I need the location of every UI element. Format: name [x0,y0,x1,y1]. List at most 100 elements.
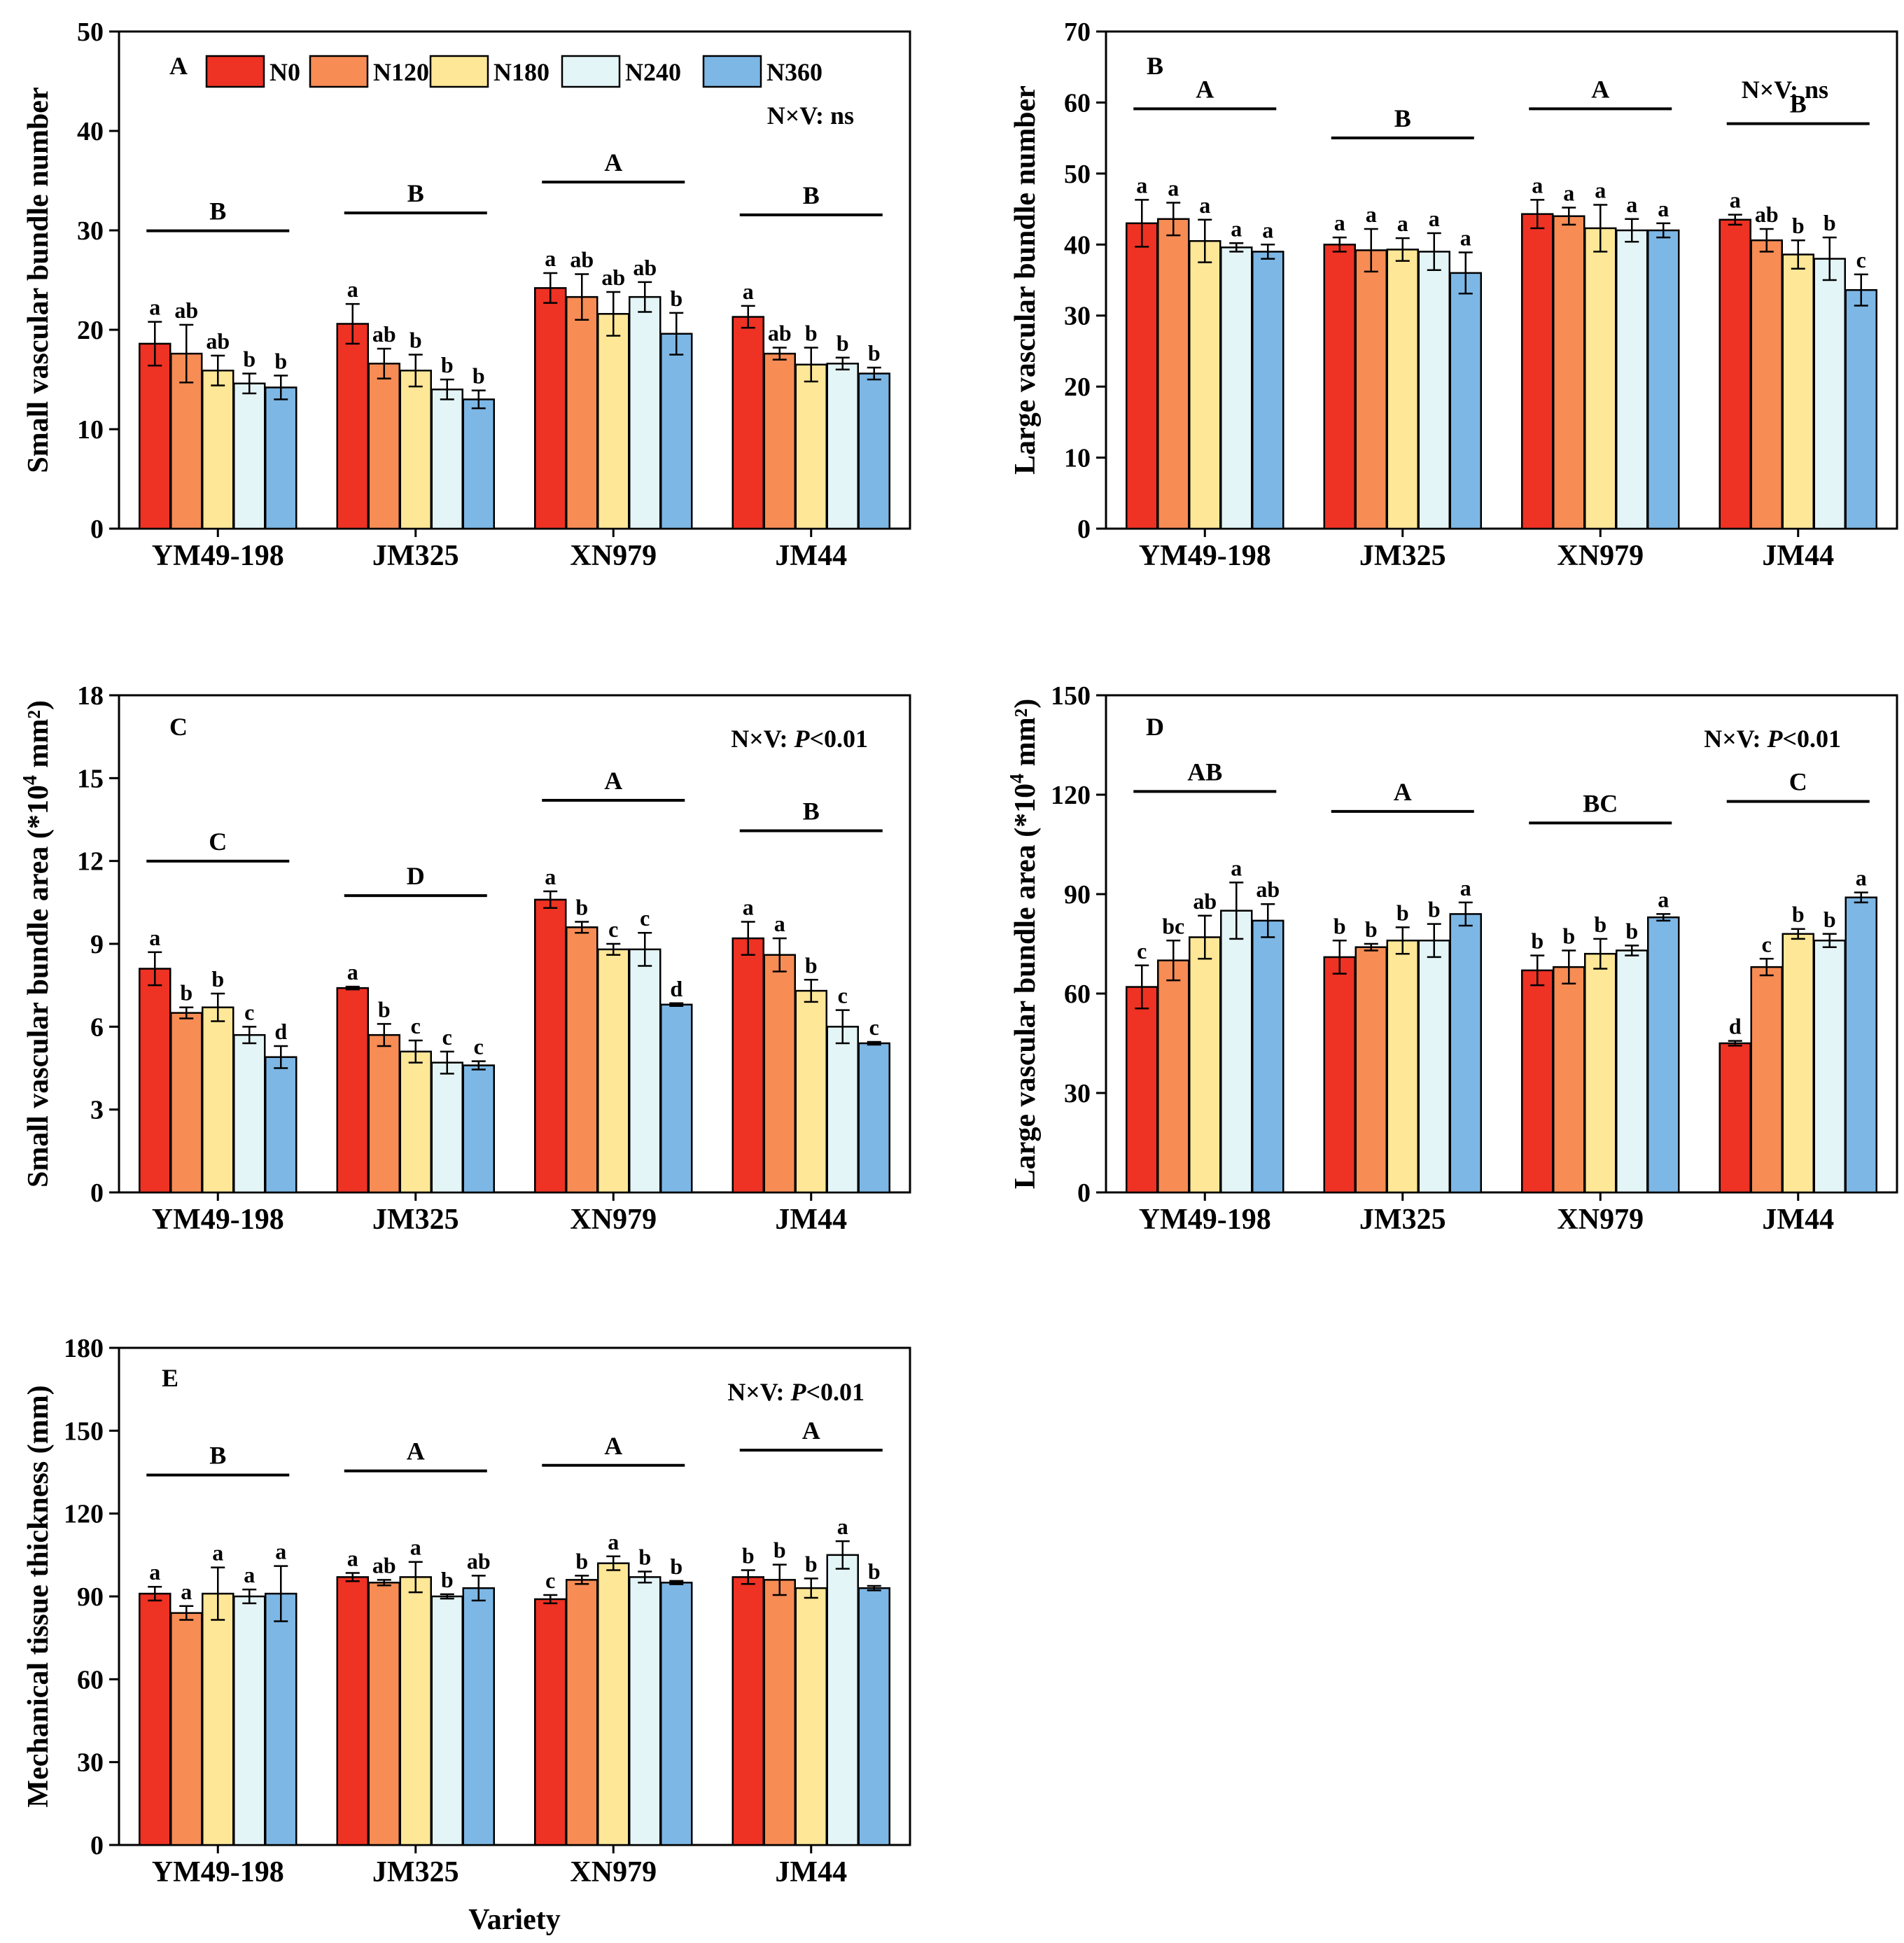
bar-n240 [430,388,463,530]
significance-letter: a [608,1529,619,1554]
bar-n360 [462,1064,495,1194]
bar-n180 [399,1576,432,1846]
x-category-label: JM44 [775,1856,847,1888]
significance-letter: b [575,1548,588,1573]
bar-n120 [368,363,400,530]
interaction-p-symbol: P [790,1378,806,1406]
significance-letter: ab [174,298,198,323]
bar-n240 [1220,910,1253,1194]
significance-letter: a [1532,172,1543,197]
group-letter: C [209,828,227,856]
bar-n180 [202,1592,234,1846]
x-category-label: JM325 [372,1856,459,1888]
significance-letter: a [212,1540,223,1566]
significance-letter: a [743,894,754,919]
interaction-annotation: N×V: P<0.01 [727,1378,864,1406]
legend-label-n360: N360 [766,58,822,86]
bar-n360 [1647,916,1680,1194]
panel-b: 0 10 20 30 40 50 60 70 Large vascular bundle num… [1009,18,1898,572]
bar-n360 [1844,288,1877,530]
bar-n0 [732,316,764,530]
significance-letter: c [608,917,618,942]
significance-letter: b [805,952,818,977]
significance-letter: b [1792,902,1805,927]
significance-letter: a [837,1514,848,1539]
significance-letter: a [1334,210,1345,235]
bar-n360 [660,1582,693,1846]
panel-a: 0 10 20 30 40 50 Small vascular bundle number A… [22,18,911,572]
interaction-annotation: N×V: P<0.01 [731,725,868,753]
bar-n360 [1449,913,1482,1194]
group-letter: A [604,1432,622,1460]
bar-n360 [660,1003,693,1194]
interaction-text: N×V: [731,725,794,753]
significance-letter: a [181,1579,192,1604]
significance-letter: c [411,1013,421,1038]
y-tick-label: 0 [90,1178,104,1208]
bar-n240 [430,1061,463,1194]
bar-n180 [1189,936,1222,1194]
group-letter: A [604,148,622,176]
significance-letter: c [244,999,254,1024]
significance-letter: a [1231,855,1242,880]
bar-n360 [1252,919,1284,1194]
significance-letter: b [243,346,255,371]
significance-letter: a [743,279,754,304]
significance-letter: b [1823,210,1836,235]
legend-swatch-n180 [429,55,489,88]
y-axis-title: Small vascular bundle area (*104 mm²) [20,700,55,1188]
bar-n0 [336,987,369,1194]
panel-d: 0 30 60 90 120 150 Large vascular bundle area … [1007,681,1898,1236]
significance-letter: a [410,1535,421,1560]
interaction-p-value: <0.01 [806,1378,864,1406]
x-category-label: YM49-198 [152,1856,284,1888]
group-letter: A [1196,75,1214,103]
bar-n120 [1750,966,1783,1194]
bar-n240 [1616,949,1648,1194]
y-tick-label: 90 [1064,880,1091,910]
significance-letter: bc [1162,913,1184,938]
plot-frame [118,30,911,530]
significance-letter: a [244,1562,255,1587]
x-category-label: JM44 [775,1204,847,1236]
significance-letter: a [347,277,358,302]
significance-letter: b [575,894,588,919]
significance-letter: a [1199,193,1210,218]
bar-n120 [763,1579,796,1846]
group-letter: B [209,1442,226,1470]
bar-n180 [794,1587,827,1846]
significance-letter: b [378,996,391,1022]
y-tick-label: 0 [90,1831,104,1860]
significance-letter: b [1625,918,1638,943]
x-category-label: XN979 [570,540,657,572]
significance-letter: a [774,911,785,936]
significance-letter: ab [633,255,657,280]
bar-n0 [1718,1042,1751,1194]
y-tick-label: 150 [64,1416,104,1446]
significance-letter: c [838,983,848,1008]
group-letter: D [407,862,425,890]
y-tick-label: 0 [1077,515,1091,544]
group-letter: B [407,179,424,207]
y-tick-label: 50 [77,18,104,47]
significance-letter: b [670,286,682,311]
y-tick-label: 40 [1064,230,1091,260]
significance-letter: c [1856,247,1866,272]
significance-letter: a [1730,188,1741,213]
y-tick-label: 3 [90,1096,104,1125]
significance-letter: a [149,925,160,950]
panel-letter: B [1147,52,1163,80]
significance-letter: a [1856,865,1867,891]
y-axis-title: Large vascular bundle area (*104 mm²) [1007,699,1042,1190]
bar-n0 [1718,218,1751,530]
bar-n120 [1157,959,1190,1194]
bar-n0 [1126,222,1158,530]
significance-letter: a [1563,181,1574,206]
significance-letter: d [1729,1014,1742,1039]
significance-letter: b [1428,897,1441,922]
x-category-label: JM44 [1762,1204,1834,1236]
y-tick-label: 50 [1064,160,1091,189]
interaction-text: N×V: [1704,725,1767,753]
bar-n0 [534,1598,567,1846]
x-category-label: JM44 [775,540,847,572]
